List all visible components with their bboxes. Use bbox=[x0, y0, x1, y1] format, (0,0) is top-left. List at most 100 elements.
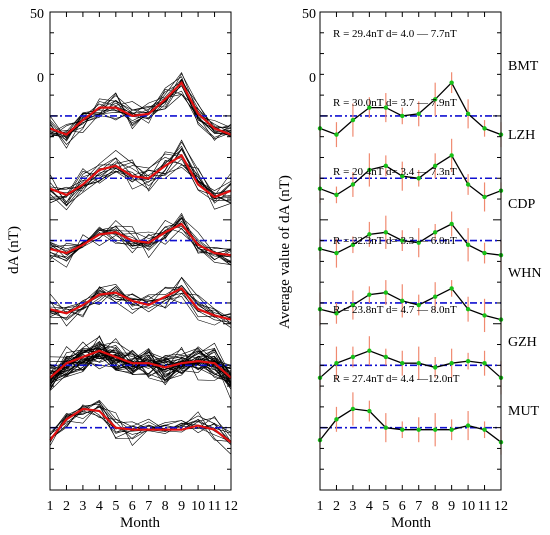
data-point-mut bbox=[383, 425, 389, 430]
data-point-whn bbox=[383, 290, 389, 295]
annotation-mut: R = 27.4nT d= 4.4 —12.0nT bbox=[333, 373, 460, 385]
yearly-curve-bmt bbox=[49, 72, 232, 140]
data-point-bmt bbox=[432, 97, 438, 102]
right-x-tick-label: 7 bbox=[415, 499, 422, 514]
annotation-whn: R = 22.3nT d= 3.3 — 6.0nT bbox=[333, 235, 457, 247]
yearly-curve-whn bbox=[49, 276, 232, 325]
data-point-cdp bbox=[383, 230, 389, 235]
data-point-cdp bbox=[465, 242, 471, 247]
data-point-whn bbox=[465, 306, 471, 312]
yearly-curve-bmt bbox=[49, 88, 232, 137]
yearly-curve-whn bbox=[49, 289, 232, 320]
data-point-lzh bbox=[449, 153, 454, 158]
left-x-tick-label: 10 bbox=[191, 499, 205, 514]
left-x-tick-label: 6 bbox=[129, 499, 136, 514]
data-point-mut bbox=[350, 406, 356, 412]
left-x-tick-label: 3 bbox=[79, 499, 86, 514]
left-x-axis-label: Month bbox=[120, 515, 161, 531]
yearly-curve-mut bbox=[49, 405, 232, 445]
mean-curve-cdp bbox=[49, 222, 232, 257]
data-point-gzh bbox=[400, 361, 405, 366]
data-point-bmt bbox=[465, 111, 471, 117]
data-point-bmt bbox=[334, 132, 339, 137]
mean-curve-lzh bbox=[49, 153, 232, 199]
left-x-tick-label: 1 bbox=[47, 499, 54, 514]
right-y-tick-50: 50 bbox=[302, 7, 316, 22]
mean-curve-gzh bbox=[49, 349, 232, 379]
data-point-cdp bbox=[350, 242, 356, 247]
yearly-curve-lzh bbox=[49, 160, 232, 200]
data-point-mut bbox=[400, 427, 405, 432]
average-curve-bmt bbox=[319, 81, 502, 136]
average-curve-mut bbox=[319, 408, 502, 443]
station-label-whn: WHN bbox=[508, 266, 541, 281]
left-y-tick-50: 50 bbox=[30, 7, 44, 22]
data-point-whn bbox=[367, 292, 372, 297]
right-x-tick-label: 3 bbox=[349, 499, 356, 514]
data-point-cdp bbox=[482, 250, 487, 256]
yearly-curve-gzh bbox=[49, 349, 232, 381]
data-point-bmt bbox=[383, 105, 389, 110]
mean-curve-whn bbox=[49, 287, 232, 321]
right-panel: 1 2 3 4 5 6 7 8 9 10 11 12 50 0 Average value of dA… bbox=[277, 7, 541, 531]
right-axis-ticks: 1 2 3 4 5 6 7 8 9 10 11 12 bbox=[317, 11, 508, 514]
data-point-gzh bbox=[449, 361, 454, 366]
left-x-tick-label: 8 bbox=[162, 499, 169, 514]
data-point-cdp bbox=[416, 240, 421, 245]
data-point-lzh bbox=[383, 163, 389, 168]
yearly-curve-mut bbox=[49, 403, 232, 455]
data-point-lzh bbox=[350, 182, 356, 187]
data-point-mut bbox=[416, 427, 421, 432]
data-point-gzh bbox=[383, 354, 389, 360]
yearly-curve-lzh bbox=[49, 156, 232, 206]
annotation-cdp: R = 20.4nT d= 3.4 — 7.3nT bbox=[333, 166, 457, 178]
station-label-mut: MUT bbox=[508, 404, 540, 419]
data-point-whn bbox=[350, 302, 356, 308]
mean-curve-bmt bbox=[49, 80, 232, 136]
right-x-tick-label: 9 bbox=[448, 499, 455, 514]
left-x-tick-label: 11 bbox=[208, 499, 221, 514]
yearly-curve-bmt bbox=[49, 78, 232, 145]
left-plot-frame bbox=[49, 11, 232, 491]
data-point-mut bbox=[482, 427, 487, 432]
average-curve-lzh bbox=[319, 154, 502, 198]
right-y-axis-label: Average value of dA (nT) bbox=[277, 175, 293, 329]
right-x-tick-label: 10 bbox=[461, 499, 475, 514]
right-x-tick-label: 2 bbox=[333, 499, 340, 514]
right-x-tick-label: 6 bbox=[399, 499, 406, 514]
data-point-cdp bbox=[449, 221, 454, 227]
yearly-curve-cdp bbox=[49, 217, 232, 265]
data-point-gzh bbox=[465, 358, 471, 364]
data-point-mut bbox=[432, 427, 438, 432]
average-curve-gzh bbox=[319, 350, 502, 379]
right-baselines bbox=[320, 115, 501, 429]
yearly-curve-lzh bbox=[49, 150, 232, 204]
left-x-tick-label: 4 bbox=[96, 499, 103, 514]
right-y-tick-0: 0 bbox=[309, 71, 316, 86]
station-label-cdp: CDP bbox=[508, 197, 535, 212]
data-point-whn bbox=[334, 311, 339, 316]
data-point-lzh bbox=[416, 176, 421, 181]
data-point-mut bbox=[367, 408, 372, 414]
data-point-cdp bbox=[400, 238, 405, 243]
yearly-curve-gzh bbox=[49, 345, 232, 377]
right-mean-curves bbox=[319, 81, 502, 443]
data-point-whn bbox=[416, 302, 421, 308]
average-curve-whn bbox=[319, 287, 502, 321]
data-point-lzh bbox=[482, 194, 487, 200]
data-point-bmt bbox=[416, 111, 421, 117]
data-point-whn bbox=[482, 313, 487, 318]
data-point-mut bbox=[465, 423, 471, 428]
right-x-axis-label: Month bbox=[391, 515, 432, 531]
data-point-bmt bbox=[449, 80, 454, 85]
data-point-whn bbox=[432, 294, 438, 299]
right-x-tick-label: 11 bbox=[478, 499, 491, 514]
data-point-gzh bbox=[350, 354, 356, 360]
left-x-tick-label: 12 bbox=[224, 499, 238, 514]
yearly-curve-mut bbox=[49, 403, 232, 442]
data-point-bmt bbox=[350, 117, 356, 123]
left-x-tick-label: 2 bbox=[63, 499, 70, 514]
data-point-lzh bbox=[400, 173, 405, 179]
